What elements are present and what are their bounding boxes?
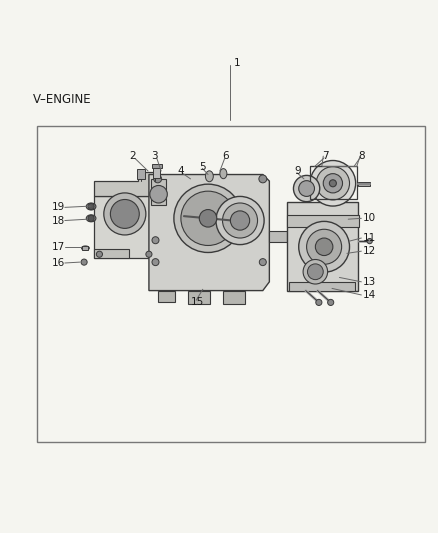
Polygon shape bbox=[158, 290, 175, 302]
Text: 11: 11 bbox=[363, 233, 376, 243]
Text: 2: 2 bbox=[129, 151, 136, 161]
Polygon shape bbox=[94, 249, 129, 258]
Circle shape bbox=[104, 193, 146, 235]
Circle shape bbox=[310, 160, 356, 206]
Polygon shape bbox=[94, 172, 155, 197]
Text: 12: 12 bbox=[363, 246, 376, 256]
Circle shape bbox=[181, 191, 235, 246]
Text: 6: 6 bbox=[223, 151, 229, 161]
Ellipse shape bbox=[205, 171, 213, 182]
Polygon shape bbox=[287, 201, 358, 290]
Text: 1: 1 bbox=[233, 58, 240, 68]
Ellipse shape bbox=[220, 168, 227, 179]
Circle shape bbox=[88, 204, 94, 209]
Circle shape bbox=[293, 175, 320, 201]
Circle shape bbox=[316, 167, 350, 200]
Polygon shape bbox=[151, 179, 166, 205]
Circle shape bbox=[367, 238, 372, 244]
Circle shape bbox=[303, 260, 328, 284]
Bar bbox=[137, 169, 145, 179]
Polygon shape bbox=[149, 174, 269, 290]
Text: 5: 5 bbox=[199, 161, 206, 172]
Circle shape bbox=[323, 174, 343, 193]
Text: 18: 18 bbox=[52, 215, 65, 225]
Circle shape bbox=[230, 211, 250, 230]
Circle shape bbox=[146, 251, 152, 257]
Polygon shape bbox=[188, 290, 210, 304]
Circle shape bbox=[199, 209, 217, 227]
Circle shape bbox=[88, 215, 94, 221]
Polygon shape bbox=[289, 282, 355, 290]
Circle shape bbox=[328, 300, 334, 305]
Text: 14: 14 bbox=[363, 290, 376, 300]
Bar bbox=[82, 246, 88, 251]
Bar bbox=[37, 126, 425, 442]
Text: 8: 8 bbox=[358, 151, 365, 161]
Bar bbox=[358, 182, 370, 187]
Polygon shape bbox=[269, 231, 287, 243]
Circle shape bbox=[259, 175, 267, 183]
Text: 10: 10 bbox=[363, 213, 376, 223]
Circle shape bbox=[316, 300, 322, 305]
Bar bbox=[153, 167, 160, 178]
Text: 15: 15 bbox=[191, 297, 204, 308]
Text: 19: 19 bbox=[52, 203, 65, 212]
Circle shape bbox=[315, 238, 333, 255]
Circle shape bbox=[81, 259, 87, 265]
Circle shape bbox=[299, 181, 314, 197]
Text: 17: 17 bbox=[52, 242, 65, 252]
Circle shape bbox=[152, 237, 159, 244]
Circle shape bbox=[307, 229, 342, 264]
Circle shape bbox=[329, 180, 336, 187]
Text: 9: 9 bbox=[294, 166, 301, 176]
Circle shape bbox=[223, 203, 258, 238]
Polygon shape bbox=[94, 177, 155, 258]
Text: 4: 4 bbox=[177, 166, 184, 176]
Circle shape bbox=[150, 185, 167, 203]
Polygon shape bbox=[287, 215, 359, 227]
Circle shape bbox=[174, 184, 242, 253]
Circle shape bbox=[216, 197, 264, 245]
Text: 3: 3 bbox=[151, 151, 158, 161]
Circle shape bbox=[299, 221, 350, 272]
Ellipse shape bbox=[86, 215, 96, 222]
Text: 13: 13 bbox=[363, 277, 376, 287]
Circle shape bbox=[307, 264, 323, 280]
Circle shape bbox=[96, 251, 102, 257]
Text: V–ENGINE: V–ENGINE bbox=[33, 93, 92, 107]
Polygon shape bbox=[223, 290, 245, 304]
Circle shape bbox=[259, 259, 266, 265]
Ellipse shape bbox=[86, 203, 96, 210]
Text: 7: 7 bbox=[322, 151, 328, 161]
Circle shape bbox=[152, 259, 159, 265]
Circle shape bbox=[110, 199, 139, 229]
Bar bbox=[152, 164, 162, 167]
Ellipse shape bbox=[81, 246, 89, 251]
Circle shape bbox=[154, 175, 162, 183]
Text: 16: 16 bbox=[52, 258, 65, 268]
